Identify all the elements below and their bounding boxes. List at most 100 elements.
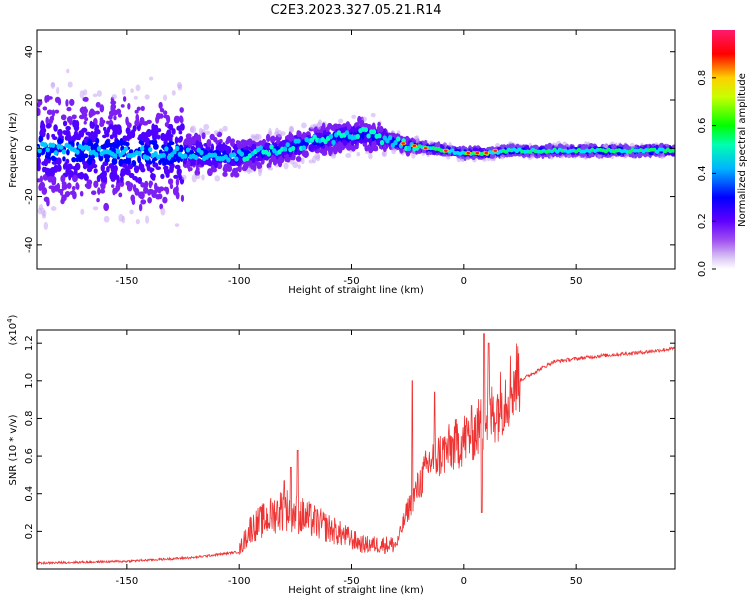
spectrogram-cell: [46, 125, 51, 129]
spectrogram-cell: [51, 160, 58, 165]
spectrogram-cell: [54, 109, 60, 114]
colorbar: 0.0 0.2 0.4 0.6 0.8 Normalized spectral ampl…: [697, 30, 748, 277]
spectrogram-cell: [118, 213, 124, 222]
spectrogram-cell: [190, 145, 196, 151]
spectrogram-cell: [135, 219, 141, 225]
spectrogram-cell: [151, 173, 155, 179]
spectrogram-cell: [56, 86, 60, 95]
spectrogram-cell: [95, 129, 101, 135]
spectrogram-core-cell: [449, 148, 455, 153]
spectrogram-cell: [96, 197, 100, 203]
spectrogram-cell: [308, 144, 315, 152]
spectrogram-cell: [317, 133, 324, 139]
spectrogram-cell: [345, 152, 352, 159]
spectrogram-cell: [83, 89, 88, 96]
spectrogram-cell: [174, 223, 180, 227]
spectrogram-core-cell: [226, 157, 231, 163]
spectrogram-core-cell: [377, 133, 382, 139]
spectrogram-cell: [85, 131, 91, 136]
spectrogram-cell: [145, 130, 149, 138]
spectrogram-cell: [361, 131, 365, 140]
spectrogram-cell: [93, 180, 99, 188]
spectrogram-cell: [356, 152, 361, 157]
spectrogram-cell: [190, 125, 197, 134]
spectrogram-cell: [210, 164, 215, 171]
spectrogram-cell: [265, 133, 271, 142]
spectrogram-cell: [292, 161, 299, 169]
spectrogram-xtick-label: -150: [116, 276, 139, 287]
spectrogram-core-cell: [323, 139, 328, 145]
spectrogram-cell: [114, 132, 118, 139]
spectrogram-cell: [88, 110, 93, 118]
spectrogram-cell: [148, 76, 154, 81]
spectrogram-cell: [119, 180, 125, 187]
spectrogram-core-cell: [172, 149, 177, 155]
spectrogram-cell: [131, 198, 136, 205]
spectrogram-cell: [46, 94, 50, 102]
spectrogram-cell: [96, 90, 102, 97]
spectrogram-cell: [103, 202, 110, 212]
spectrogram-cell: [100, 187, 105, 194]
spectrogram-cell: [185, 160, 191, 169]
spectrogram-cell: [152, 128, 158, 134]
spectrogram-cell: [114, 139, 121, 147]
spectrogram-xlabel: Height of straight line (km): [288, 285, 424, 296]
spectrogram-cell: [38, 204, 43, 211]
spectrogram-cell: [364, 145, 369, 151]
spectrogram-core-cell: [123, 146, 129, 152]
spectrogram-peak-cell: [401, 142, 405, 145]
spectrogram-cell: [308, 159, 314, 164]
snr-panel: -150 -100 -50 0 50 0.2 0.4 0.6 0.8 1.0 1.2 Height …: [6, 314, 676, 596]
spectrogram-core-cell: [285, 142, 290, 148]
spectrogram-cell: [137, 177, 143, 185]
spectrogram-cell: [284, 135, 289, 141]
spectrogram-cell: [95, 101, 101, 108]
spectrogram-cell: [129, 209, 134, 215]
spectrogram-cell: [41, 161, 47, 166]
spectrogram-cell: [134, 119, 140, 127]
spectrogram-core-cell: [312, 134, 317, 140]
spectrogram-cell: [140, 167, 146, 173]
spectrogram-cell: [283, 150, 287, 155]
spectrogram-core-cell: [59, 144, 64, 150]
spectrogram-core-cell: [231, 152, 236, 158]
spectrogram-cell: [153, 143, 159, 150]
spectrogram-cell: [203, 123, 210, 131]
spectrogram-cell: [142, 121, 149, 126]
spectrogram-cell: [171, 90, 176, 96]
spectrogram-cell: [137, 191, 143, 199]
spectrogram-cell: [255, 133, 262, 140]
spectrogram-cell: [134, 109, 139, 114]
spectrogram-cell: [63, 131, 69, 136]
spectrogram-cell: [236, 140, 242, 149]
spectrogram-cell: [256, 161, 262, 170]
spectrogram-core-cell: [96, 146, 102, 152]
spectrogram-cell: [137, 156, 142, 164]
snr-ytick-label: 0.4: [24, 486, 35, 502]
spectrogram-cell: [95, 137, 100, 145]
spectrogram-cell: [71, 185, 76, 191]
spectrogram-cell: [241, 142, 247, 148]
spectrogram-cell: [133, 95, 139, 100]
spectrogram-peak-cell: [444, 149, 448, 152]
spectrogram-peak-cell: [412, 144, 417, 148]
spectrogram-cell: [145, 215, 150, 224]
spectrogram-core-cell: [174, 145, 180, 151]
spectrogram-cell: [209, 133, 215, 141]
spectrogram-cell: [337, 118, 344, 124]
spectrogram-cell: [69, 98, 75, 106]
spectrogram-core-cell: [258, 145, 263, 151]
spectrogram-panel: -150 -100 -50 0 50 -40 -20 0 20 40 Height of stra…: [8, 29, 676, 296]
spectrogram-cell: [411, 150, 416, 159]
spectrogram-cell: [114, 128, 118, 134]
spectrogram-core-cell: [148, 146, 153, 153]
spectrogram-cell: [187, 138, 192, 148]
spectrogram-cell: [80, 106, 86, 115]
spectrogram-cell: [115, 184, 121, 192]
spectrogram-cell: [140, 182, 145, 188]
spectrogram-cell: [74, 162, 81, 171]
spectrogram-cell: [465, 156, 470, 161]
spectrogram-cell: [53, 124, 58, 132]
spectrogram-cell: [42, 173, 49, 181]
